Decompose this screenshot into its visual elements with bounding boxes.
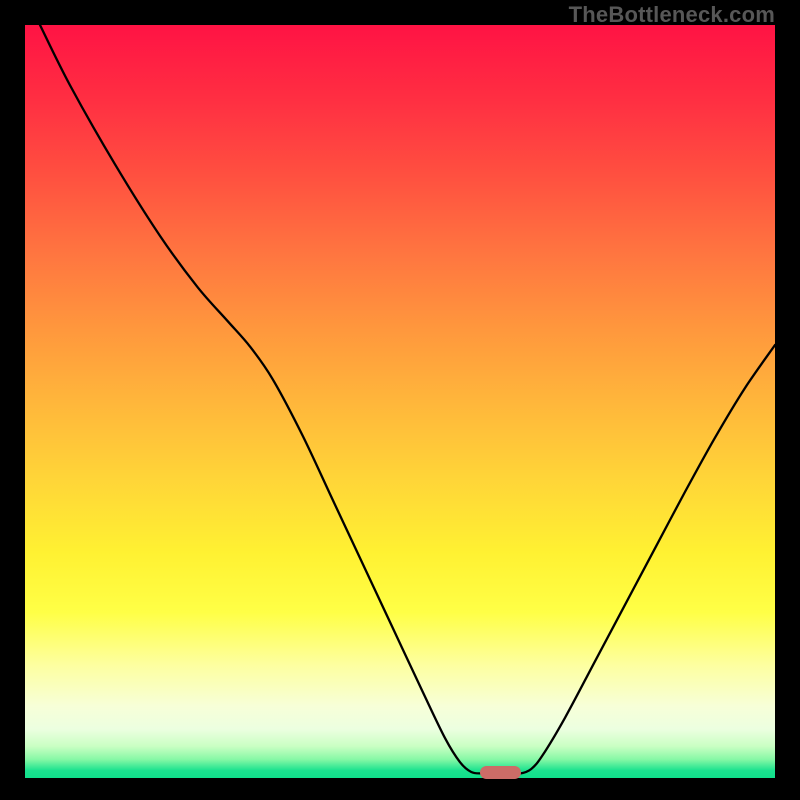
bottleneck-marker	[480, 766, 521, 779]
chart-frame: TheBottleneck.com	[0, 0, 800, 800]
bottleneck-curve	[25, 25, 775, 778]
plot-area	[25, 25, 775, 778]
